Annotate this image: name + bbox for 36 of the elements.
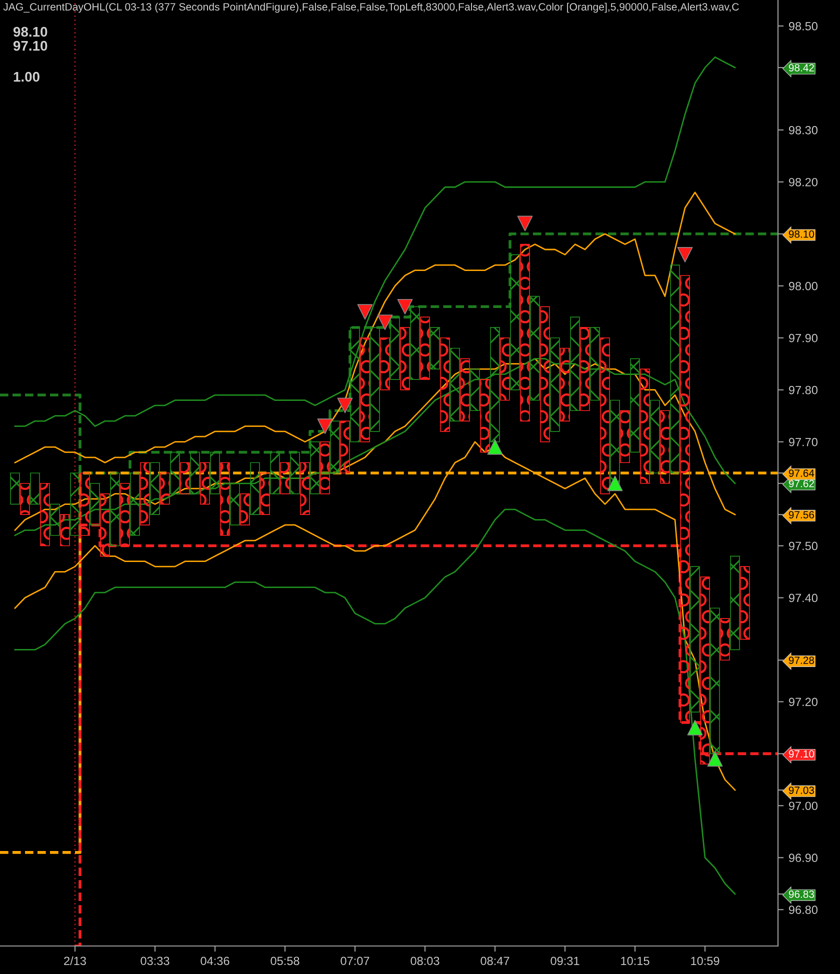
x-tick-label: 08:03 <box>410 956 440 966</box>
chart-title: JAG_CurrentDayOHL(CL 03-13 (377 Seconds PointAndFigure),False,False,False,TopLeft,83000,False,Alert3.wav,Color [Orange],5,90000,False,Alert3.wav,C <box>3 2 739 13</box>
x-tick-label: 03:33 <box>140 956 170 966</box>
y-tick-label: 98.10 <box>788 230 814 238</box>
y-tick-label: 97.56 <box>788 511 814 518</box>
y-tick-label: 98.00 <box>788 282 818 290</box>
y-tick-label: 97.40 <box>788 594 818 602</box>
y-tick-label: 97.90 <box>788 334 818 342</box>
x-tick-label: 2/13 <box>64 956 86 966</box>
annotation: 97.10 <box>13 40 48 51</box>
y-tick-label: 98.42 <box>788 64 814 72</box>
annotation: 98.10 <box>13 26 48 37</box>
y-tick-label: 97.03 <box>788 786 814 794</box>
y-tick-label: 98.30 <box>788 126 818 134</box>
y-tick-label: 96.90 <box>788 854 818 862</box>
y-tick-label: 97.50 <box>788 542 818 550</box>
y-tick-label: 97.28 <box>788 656 814 664</box>
y-tick-label: 97.64 <box>788 470 814 477</box>
y-tick-label: 96.83 <box>788 890 814 898</box>
y-tick-label: 97.70 <box>788 438 818 446</box>
x-tick-label: 08:47 <box>480 956 510 966</box>
y-tick-label: 97.80 <box>788 386 818 394</box>
x-tick-label: 05:58 <box>270 956 300 966</box>
x-tick-label: 10:59 <box>691 956 720 966</box>
x-tick-label: 04:36 <box>200 956 230 966</box>
y-tick-label: 97.62 <box>788 480 814 488</box>
annotation: 1.00 <box>14 72 40 82</box>
y-tick-label: 97.20 <box>788 698 818 706</box>
y-tick-label: 98.50 <box>788 22 818 30</box>
x-tick-label: 09:31 <box>550 956 580 966</box>
x-tick-label: 07:07 <box>340 956 370 966</box>
y-tick-label: 96.80 <box>788 906 818 914</box>
y-tick-label: 97.10 <box>788 750 814 758</box>
y-tick-label: 98.20 <box>788 178 818 186</box>
x-tick-label: 10:15 <box>621 956 650 966</box>
y-tick-label: 97.00 <box>788 802 818 810</box>
